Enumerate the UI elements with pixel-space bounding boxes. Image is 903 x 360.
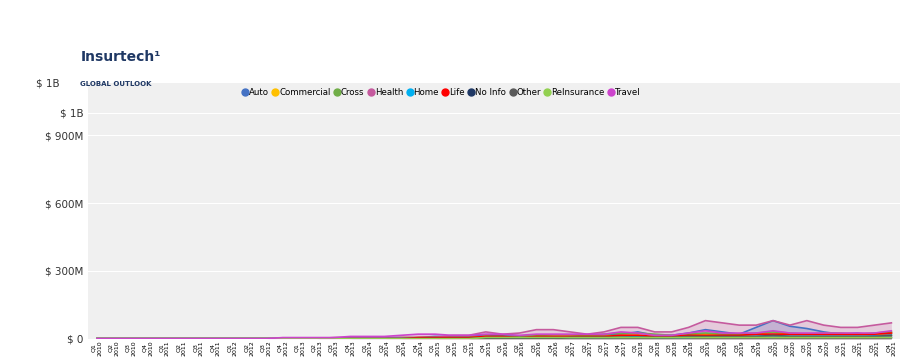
Legend: Auto, Commercial, Cross, Health, Home, Life, No Info, Other, ReInsurance, Travel: Auto, Commercial, Cross, Health, Home, L…: [243, 88, 640, 97]
Text: Insurtech¹: Insurtech¹: [80, 50, 161, 64]
Text: $ 1B: $ 1B: [36, 78, 60, 89]
Text: GLOBAL OUTLOOK: GLOBAL OUTLOOK: [80, 81, 152, 87]
